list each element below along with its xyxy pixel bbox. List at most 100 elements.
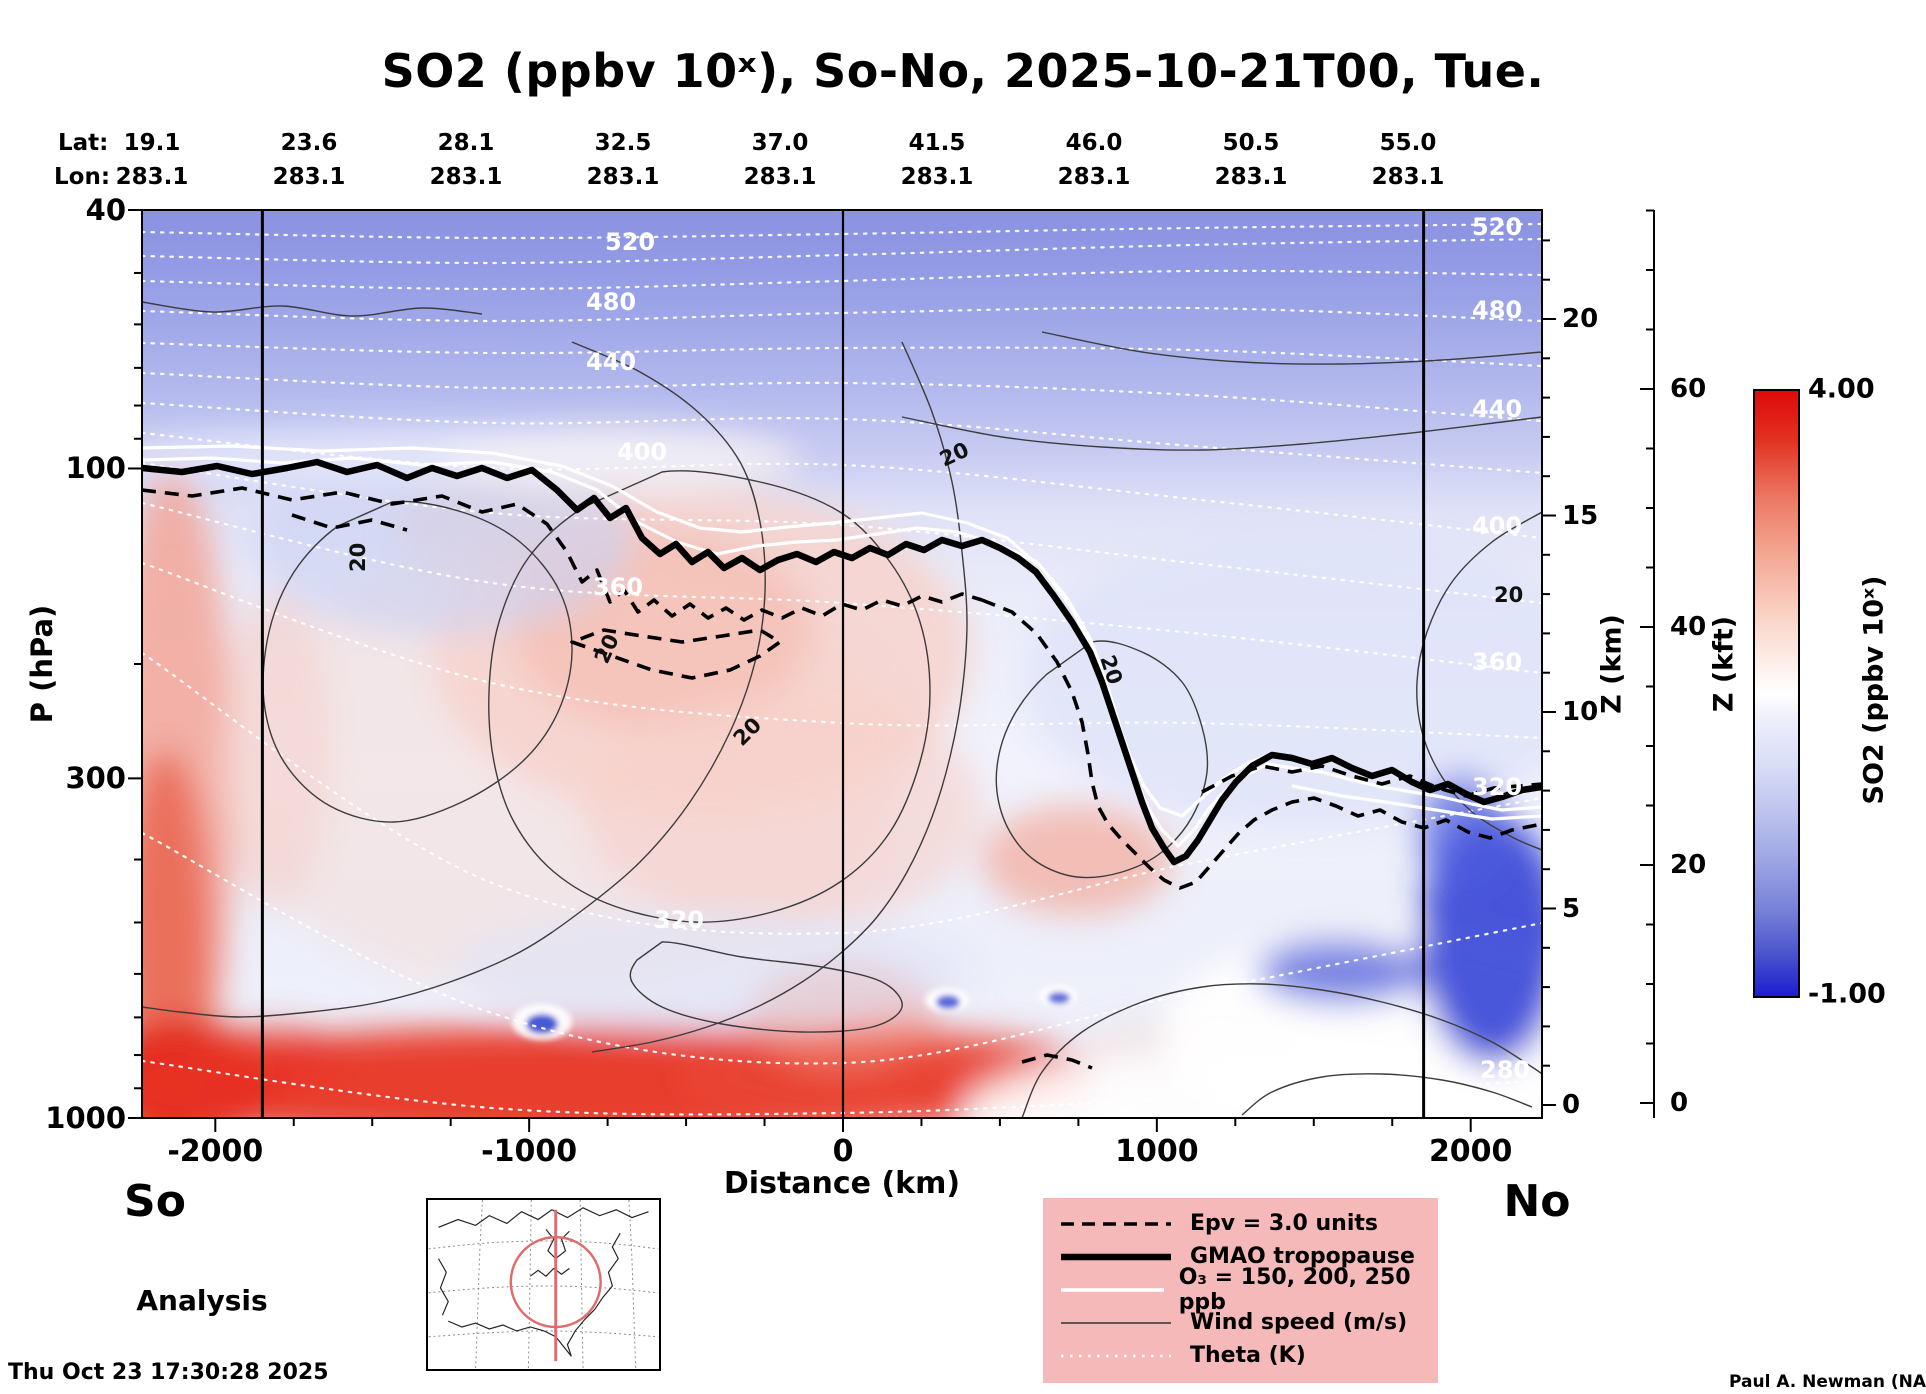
axes-frame (128, 209, 1655, 1132)
wind-speed-contour-label: 20 (346, 543, 370, 572)
legend-item-tropopause: GMAO tropopause (1057, 1240, 1438, 1273)
theta-contour-label: 480 (586, 288, 636, 316)
x-tick-label: -1000 (481, 1134, 578, 1169)
lon-value: 283.1 (586, 164, 660, 190)
z-km-tick-label: 15 (1562, 500, 1599, 531)
map-coastline (448, 1232, 621, 1357)
legend-item-ozone: O₃ = 150, 200, 250 ppb (1057, 1265, 1438, 1315)
lon-row-label: Lon: (54, 164, 111, 190)
x-tick-label: -2000 (167, 1134, 264, 1169)
creation-timestamp: Thu Oct 23 17:30:28 2025 (8, 1360, 329, 1385)
theta-contour-label: 520 (605, 228, 655, 256)
map-graticule-line (527, 1200, 532, 1369)
endpoint-south-label: So (124, 1176, 186, 1227)
z-kft-tick-label: 0 (1670, 1088, 1689, 1118)
lon-value: 283.1 (900, 164, 974, 190)
distance-axis-title: Distance (km) (723, 1166, 961, 1201)
theta-contour-label: 440 (586, 348, 636, 376)
lon-value: 283.1 (1214, 164, 1288, 190)
ozone-contours (142, 444, 1542, 848)
so2-filled-field (142, 425, 1542, 1118)
theta-contour-label: 400 (617, 438, 667, 466)
lat-value: 55.0 (1379, 130, 1437, 156)
lat-value: 19.1 (123, 130, 181, 156)
pressure-tick-label: 300 (65, 761, 126, 796)
endpoint-north-label: No (1503, 1176, 1571, 1227)
plot-field: 520 480 440 400 360 320 520 480 440 400 360 320 280 2… (142, 210, 1542, 1118)
map-inset (426, 1198, 661, 1371)
map-coastline (529, 1267, 570, 1277)
z-kft-tick-label: 20 (1670, 850, 1707, 880)
theta-contour-label: 520 (1472, 213, 1522, 241)
lat-value: 32.5 (594, 130, 652, 156)
x-tick-label: 1000 (1115, 1134, 1199, 1169)
theta-contour-label: 320 (1472, 773, 1522, 801)
theta-contour-label: 280 (1480, 1056, 1530, 1084)
epv-line-sample (1061, 1221, 1171, 1226)
colorbar (1753, 389, 1800, 998)
theta-contour-label: 360 (1472, 648, 1522, 676)
legend-item-wind: Wind speed (m/s) (1057, 1306, 1438, 1339)
z-km-axis-title: Z (km) (1596, 614, 1628, 714)
z-kft-tick-label: 40 (1670, 612, 1707, 642)
map-graticule-line (579, 1200, 584, 1369)
theta-contour-label: 360 (593, 573, 643, 601)
legend-item-epv: Epv = 3.0 units (1057, 1207, 1438, 1240)
figure-title: SO2 (ppbv 10ˣ), So-No, 2025-10-21T00, Tu… (381, 44, 1545, 98)
z-kft-tick-label: 60 (1670, 374, 1707, 404)
map-graticule-line (475, 1200, 483, 1369)
so2-field-spots (512, 985, 1078, 1040)
colorbar-max-label: 4.00 (1808, 373, 1875, 405)
lon-value: 283.1 (743, 164, 817, 190)
z-km-tick-label: 5 (1562, 893, 1581, 924)
lat-value: 37.0 (751, 130, 809, 156)
theta-line-sample (1061, 1354, 1171, 1357)
map-coastline (438, 1207, 649, 1228)
z-kft-axis-title: Z (kft) (1708, 615, 1740, 713)
map-graticule-line (428, 1285, 659, 1294)
theta-contour-label: 320 (654, 906, 704, 934)
pressure-tick-label: 100 (65, 451, 126, 486)
ozone-line-sample (1061, 1287, 1164, 1292)
legend-item-label: O₃ = 150, 200, 250 ppb (1178, 1264, 1411, 1315)
lon-value: 283.1 (272, 164, 346, 190)
tropopause-line (142, 458, 1542, 866)
lon-value: 283.1 (115, 164, 189, 190)
lat-value: 28.1 (437, 130, 495, 156)
lat-value: 50.5 (1222, 130, 1280, 156)
map-graticule-line (628, 1200, 637, 1369)
tropopause-line-sample (1061, 1253, 1171, 1260)
lon-value: 283.1 (429, 164, 503, 190)
theta-contour-label: 440 (1472, 395, 1522, 423)
credit-label: Paul A. Newman (NASA (1729, 1372, 1926, 1392)
lon-value: 283.1 (1371, 164, 1445, 190)
legend-item-label: Epv = 3.0 units (1190, 1211, 1378, 1236)
z-km-tick-label: 20 (1562, 304, 1599, 334)
z-km-tick-label: 0 (1562, 1090, 1581, 1120)
colorbar-min-label: -1.00 (1808, 978, 1886, 1010)
legend-item-theta: Theta (K) (1057, 1339, 1438, 1372)
colorbar-title: SO2 (ppbv 10ˣ) (1858, 575, 1890, 805)
wind-speed-contour-label: 20 (1494, 583, 1523, 607)
legend-item-label: GMAO tropopause (1190, 1244, 1415, 1269)
z-km-tick-label: 10 (1562, 697, 1599, 727)
wind-line-sample (1061, 1321, 1171, 1324)
map-graticule-line (428, 1240, 659, 1250)
x-tick-label: 2000 (1428, 1134, 1513, 1169)
pressure-tick-label: 40 (85, 193, 126, 227)
lat-value: 41.5 (908, 130, 966, 156)
colorbar-gradient (1755, 391, 1798, 996)
lon-value: 283.1 (1057, 164, 1131, 190)
map-coastline (545, 1228, 570, 1260)
lat-row-label: Lat: (58, 130, 109, 156)
theta-contour-label: 400 (1472, 512, 1522, 540)
pressure-axis-title: P (hPa) (25, 604, 59, 724)
legend-item-label: Wind speed (m/s) (1190, 1310, 1408, 1335)
analysis-label: Analysis (136, 1284, 268, 1317)
legend-item-label: Theta (K) (1190, 1343, 1306, 1368)
lat-value: 23.6 (280, 130, 338, 156)
lat-value: 46.0 (1065, 130, 1123, 156)
map-graticule-line (428, 1330, 659, 1338)
legend: Epv = 3.0 units GMAO tropopause O₃ = 150, … (1043, 1198, 1438, 1383)
